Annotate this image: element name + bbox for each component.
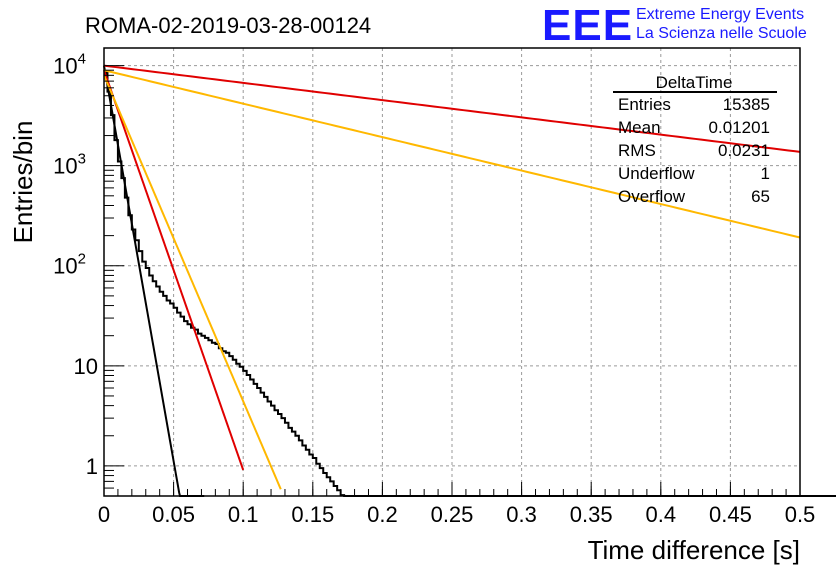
axis-ticks: 0 0.05 0.1 0.15 0.2 0.25 0.3 0.35 0.4 0.45 0.5 1 10 1…	[53, 51, 815, 527]
fit-curve-5	[103, 69, 801, 239]
stats-value-underflow: 1	[761, 164, 770, 183]
stats-title: DeltaTime	[656, 73, 733, 92]
fit-curve-4	[103, 64, 801, 153]
x-tick-label: 0.5	[785, 502, 816, 527]
y-tick-label: 102	[53, 251, 86, 279]
stats-box: DeltaTime Entries 15385 Mean 0.01201 RMS…	[613, 73, 777, 206]
fit-curve-3	[103, 74, 282, 490]
fit-curve-2	[103, 69, 245, 471]
x-tick-label: 0.45	[709, 502, 752, 527]
stats-value-overflow: 65	[751, 187, 770, 206]
stats-label-overflow: Overflow	[618, 187, 686, 206]
stats-value-mean: 0.01201	[709, 118, 770, 137]
y-tick-label: 10	[74, 354, 98, 379]
x-tick-label: 0.15	[291, 502, 334, 527]
stats-label-underflow: Underflow	[618, 164, 695, 183]
x-tick-label: 0.1	[228, 502, 259, 527]
stats-label-entries: Entries	[618, 95, 671, 114]
logo-subtitle-line2: La Scienza nelle Scuole	[636, 25, 807, 42]
logo-subtitle-line1: Extreme Energy Events	[636, 6, 804, 23]
eee-logo: EEE	[542, 1, 633, 50]
x-tick-label: 0.25	[431, 502, 474, 527]
x-tick-label: 0.05	[152, 502, 195, 527]
x-tick-label: 0.35	[570, 502, 613, 527]
x-tick-label: 0.2	[367, 502, 398, 527]
stats-label-mean: Mean	[618, 118, 661, 137]
x-tick-label: 0.3	[506, 502, 537, 527]
y-axis-title: Entries/bin	[8, 121, 38, 244]
y-tick-label: 1	[86, 454, 98, 479]
stats-label-rms: RMS	[618, 141, 656, 160]
grid	[104, 48, 800, 496]
chart-title: ROMA-02-2019-03-28-00124	[85, 13, 371, 38]
x-tick-label: 0.4	[646, 502, 677, 527]
y-tick-label: 103	[53, 151, 86, 179]
x-axis-title: Time difference [s]	[588, 535, 800, 565]
x-tick-label: 0	[98, 502, 110, 527]
stats-value-rms: 0.0231	[718, 141, 770, 160]
y-tick-label: 104	[53, 51, 86, 79]
stats-value-entries: 15385	[723, 95, 770, 114]
